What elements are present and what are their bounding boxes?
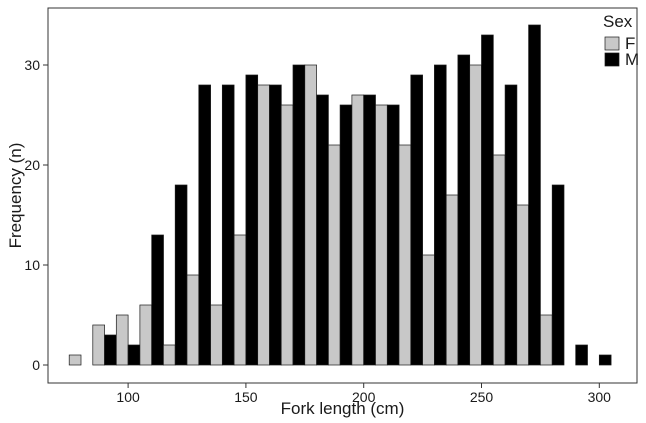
bar-m-120	[174, 184, 188, 366]
bar-f-270	[516, 204, 529, 366]
bar-f-90	[92, 324, 105, 366]
y-tick-label-0: 0	[32, 357, 40, 373]
legend-title: Sex	[603, 12, 633, 31]
bar-f-260	[492, 154, 506, 366]
bar-f-140	[210, 304, 223, 366]
bar-m-100	[127, 344, 141, 366]
bar-m-250	[481, 34, 494, 366]
bar-f-120	[163, 344, 176, 366]
bar-m-270	[528, 24, 541, 366]
bar-m-230	[434, 64, 447, 366]
bar-f-180	[304, 64, 317, 366]
bar-f-160	[257, 84, 270, 366]
bar-f-110	[139, 304, 153, 366]
legend: Sex FM	[603, 12, 639, 69]
x-tick-label-200: 200	[352, 389, 376, 405]
bar-m-180	[316, 94, 329, 366]
bar-m-220	[410, 74, 423, 366]
y-tick-label-30: 30	[24, 57, 40, 73]
bar-m-130	[198, 84, 211, 366]
bar-m-200	[363, 94, 376, 366]
bar-f-240	[445, 194, 459, 366]
bar-m-190	[339, 104, 353, 366]
x-tick-label-250: 250	[470, 389, 494, 405]
legend-swatch-f	[604, 36, 620, 51]
bar-f-100	[115, 314, 129, 366]
bar-f-170	[280, 104, 294, 366]
y-tick-label-20: 20	[24, 157, 40, 173]
x-tick-label-300: 300	[588, 389, 612, 405]
legend-label-f: F	[625, 34, 635, 53]
axes-layer: 100 150 200 250 300 0 10 20 30	[24, 57, 611, 405]
bar-m-160	[269, 84, 282, 366]
y-tick-label-10: 10	[24, 257, 40, 273]
bar-f-200	[351, 94, 365, 366]
bars-layer	[68, 24, 612, 366]
y-axis-title: Frequency (n)	[6, 143, 25, 249]
bar-m-110	[151, 234, 164, 366]
bar-m-280	[551, 184, 565, 366]
bar-m-290	[575, 344, 588, 366]
legend-label-m: M	[625, 50, 639, 69]
x-axis-title: Fork length (cm)	[281, 399, 405, 418]
bar-m-140	[221, 84, 235, 366]
bar-f-250	[469, 64, 482, 366]
bar-m-260	[504, 84, 518, 366]
bar-m-170	[292, 64, 306, 366]
legend-swatch-m	[604, 52, 620, 67]
bar-f-150	[233, 234, 247, 366]
bar-m-90	[104, 334, 117, 366]
bar-f-280	[540, 314, 553, 366]
bar-f-80	[68, 354, 82, 366]
bar-m-210	[386, 104, 400, 366]
bar-f-210	[375, 104, 388, 366]
x-tick-label-150: 150	[234, 389, 258, 405]
bar-m-150	[245, 74, 259, 366]
bar-m-240	[457, 54, 471, 366]
bar-m-300	[598, 354, 612, 366]
bar-f-130	[186, 274, 200, 366]
bar-f-220	[398, 144, 412, 366]
bar-f-230	[422, 254, 435, 366]
bar-f-190	[328, 144, 341, 366]
x-tick-label-100: 100	[116, 389, 140, 405]
